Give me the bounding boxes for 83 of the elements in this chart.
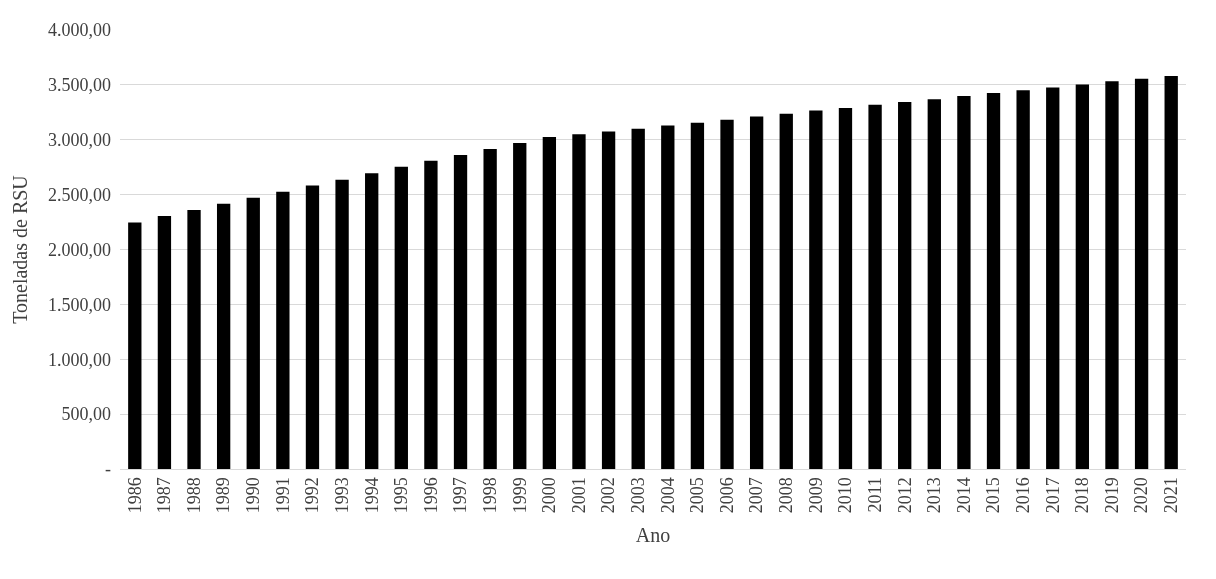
bar (513, 143, 527, 469)
x-tick-label: 1999 (509, 477, 530, 514)
bar (335, 179, 349, 469)
x-tick-label: 1998 (479, 477, 500, 514)
x-axis-title: Ano (635, 523, 671, 546)
x-tick-label: 2010 (835, 477, 856, 514)
x-tick-label: 2014 (953, 477, 974, 514)
bar (898, 102, 912, 469)
bar (483, 149, 497, 469)
x-tick-label: 2013 (924, 477, 945, 514)
bar (542, 137, 557, 469)
x-tick-label: 1994 (361, 477, 382, 514)
bar (957, 95, 971, 469)
x-tick-label: 1993 (331, 477, 352, 514)
y-tick-label: 1.000,00 (48, 349, 111, 370)
bar (424, 160, 438, 469)
x-tick-label: 1997 (450, 477, 471, 514)
x-tick-label: 2021 (1161, 477, 1182, 514)
bar (1164, 75, 1178, 469)
x-tick-label: 2000 (539, 477, 560, 514)
bar (1046, 87, 1060, 469)
bar (661, 125, 675, 469)
bar (631, 128, 645, 469)
x-tick-label: 2016 (1012, 477, 1033, 514)
bar (453, 155, 468, 469)
bar (1105, 81, 1119, 469)
bar (1016, 90, 1030, 469)
y-tick-label: 2.000,00 (48, 239, 111, 260)
x-tick-label: 1991 (272, 477, 293, 514)
bar (838, 108, 853, 469)
bar (986, 93, 1001, 469)
x-tick-label: 1989 (213, 477, 234, 514)
bar (128, 222, 142, 469)
bar (1134, 78, 1149, 469)
x-tick-label: 1996 (420, 477, 441, 514)
bar (572, 134, 586, 469)
bar (779, 113, 793, 469)
bar (276, 191, 290, 469)
y-tick-label: 3.000,00 (48, 130, 111, 151)
x-tick-label: 2004 (657, 477, 678, 514)
x-tick-label: 2011 (864, 477, 885, 513)
x-tick-label: 2009 (805, 477, 826, 514)
bar (246, 197, 260, 469)
x-tick-label: 2005 (687, 477, 708, 514)
x-tick-label: 2019 (1101, 477, 1122, 514)
bar (216, 203, 231, 469)
x-tick-label: 1990 (243, 477, 264, 514)
bar (365, 173, 379, 469)
x-tick-label: 2018 (1072, 477, 1093, 514)
bar (1075, 84, 1090, 469)
x-tick-label: 1995 (391, 477, 412, 514)
x-tick-label: 2017 (1042, 477, 1063, 514)
x-tick-label: 2002 (598, 477, 619, 514)
x-tick-label: 2001 (568, 477, 589, 514)
x-tick-label: 2020 (1131, 477, 1152, 514)
x-tick-label: 1992 (302, 477, 323, 514)
x-tick-label: 2007 (746, 477, 767, 514)
y-tick-label: - (105, 459, 111, 480)
bar (749, 116, 764, 469)
y-tick-label: 500,00 (61, 404, 111, 425)
bar (187, 209, 201, 469)
bar (720, 119, 734, 469)
bar (305, 185, 320, 469)
bar (927, 99, 941, 469)
x-tick-label: 2006 (716, 477, 737, 514)
x-tick-label: 1986 (124, 477, 145, 514)
x-tick-label: 2008 (776, 477, 797, 514)
y-tick-label: 3.500,00 (48, 75, 111, 96)
y-tick-label: 2.500,00 (48, 184, 111, 205)
bar (868, 104, 882, 469)
bar (690, 122, 705, 469)
bar (157, 216, 172, 469)
bar (809, 110, 823, 469)
x-tick-label: 2003 (628, 477, 649, 514)
y-axis-title: Toneladas de RSU (8, 174, 31, 324)
x-tick-label: 1988 (183, 477, 204, 514)
y-tick-label: 1.500,00 (48, 294, 111, 315)
bar (394, 166, 408, 469)
bar (601, 131, 616, 469)
x-tick-label: 1987 (154, 477, 175, 514)
x-tick-label: 2012 (894, 477, 915, 514)
y-tick-label: 4.000,00 (48, 20, 111, 41)
x-tick-label: 2015 (983, 477, 1004, 514)
